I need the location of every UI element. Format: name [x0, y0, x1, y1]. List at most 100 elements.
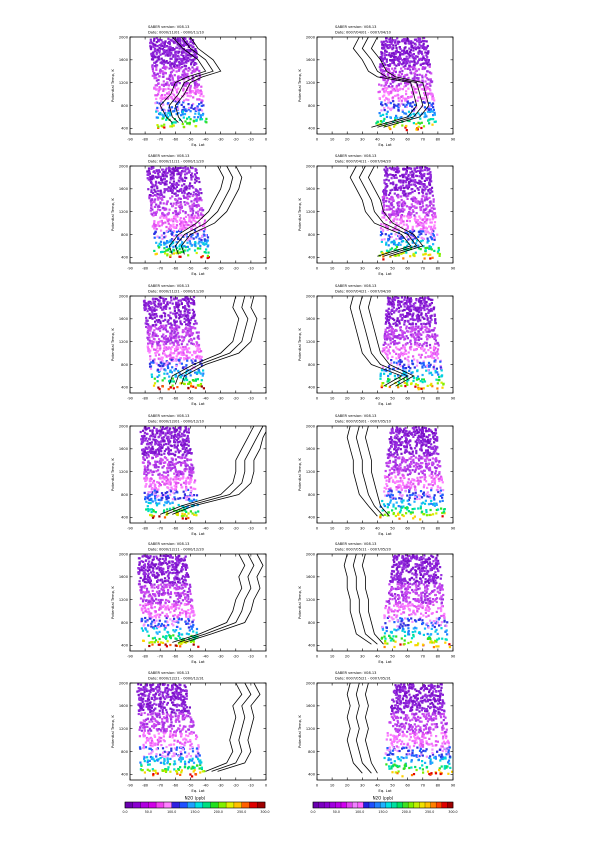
data-point — [178, 245, 181, 248]
data-point — [396, 304, 400, 307]
data-point — [184, 426, 187, 429]
x-tick-label: 0 — [265, 267, 268, 271]
data-point — [408, 207, 411, 210]
data-point — [419, 217, 422, 220]
data-point — [188, 308, 191, 311]
data-point — [412, 312, 415, 315]
data-point — [196, 213, 200, 216]
data-point — [391, 52, 394, 55]
y-tick-label: 1200 — [306, 81, 316, 85]
data-point — [413, 79, 416, 82]
data-point — [159, 177, 162, 180]
data-point — [419, 172, 423, 176]
data-point — [178, 57, 181, 60]
data-point — [165, 245, 168, 248]
data-point — [413, 103, 417, 106]
data-point — [401, 309, 404, 312]
data-point — [400, 195, 403, 198]
data-point — [156, 460, 159, 463]
data-point — [381, 232, 384, 235]
data-point — [418, 215, 421, 218]
data-point — [156, 368, 159, 371]
data-point — [383, 238, 386, 241]
data-point — [157, 208, 160, 211]
data-point — [152, 166, 155, 169]
data-point — [195, 331, 198, 334]
data-point — [189, 110, 192, 113]
data-point — [420, 327, 423, 330]
data-point — [172, 312, 175, 315]
data-point — [170, 327, 173, 330]
data-point — [395, 194, 399, 197]
data-point — [157, 198, 160, 201]
data-point — [152, 42, 155, 45]
data-point — [411, 228, 414, 231]
chart-panel-6: 0 10 20 30 40 50 60 70 80 90400800120016002000SAB… — [297, 284, 456, 406]
data-point — [418, 73, 421, 76]
data-point — [393, 55, 396, 58]
data-point — [415, 377, 419, 380]
data-point — [429, 336, 432, 339]
data-point — [389, 46, 392, 49]
data-point — [154, 43, 157, 46]
data-point — [423, 189, 426, 192]
data-point — [428, 232, 431, 235]
data-point — [427, 108, 431, 111]
data-point — [427, 78, 430, 81]
data-point — [166, 81, 169, 84]
data-point — [178, 326, 181, 329]
data-point — [146, 336, 149, 339]
data-point — [389, 92, 392, 95]
data-point — [166, 82, 169, 85]
data-point — [184, 64, 188, 68]
data-point — [437, 373, 440, 376]
data-point — [153, 188, 156, 191]
data-point — [413, 366, 416, 369]
data-point — [430, 314, 433, 317]
data-point — [182, 298, 185, 301]
data-point — [195, 190, 198, 193]
data-point — [407, 306, 410, 309]
data-point — [420, 312, 423, 315]
data-point — [421, 202, 424, 205]
chart-panel-4: 0 10 20 30 40 50 60 70 80 90400800120016002000SAB… — [297, 154, 456, 276]
data-point — [427, 311, 430, 314]
data-point — [193, 366, 196, 369]
data-point — [181, 122, 184, 126]
data-point — [163, 315, 167, 318]
data-point — [179, 42, 182, 45]
data-point — [173, 80, 176, 83]
data-point — [399, 185, 402, 188]
data-point — [422, 387, 425, 390]
data-point — [429, 310, 432, 313]
data-point — [199, 94, 202, 97]
data-point — [147, 472, 150, 475]
data-point — [185, 185, 188, 188]
data-point — [180, 315, 183, 318]
data-point — [159, 369, 162, 372]
data-point — [185, 331, 188, 334]
data-point — [390, 359, 393, 362]
data-point — [197, 109, 201, 112]
data-point — [148, 197, 151, 200]
x-tick-label: -90 — [127, 397, 134, 401]
data-point — [180, 60, 183, 63]
data-point — [393, 228, 396, 231]
data-point — [381, 350, 384, 353]
data-point — [158, 364, 162, 368]
data-point — [181, 241, 184, 244]
data-point — [394, 116, 397, 119]
data-point — [406, 187, 410, 190]
data-point — [192, 102, 195, 106]
data-point — [162, 80, 165, 83]
data-point — [187, 297, 190, 300]
data-point — [200, 91, 203, 94]
data-point — [166, 97, 169, 100]
data-point — [176, 215, 179, 218]
data-point — [428, 204, 431, 207]
x-tick-label: 90 — [451, 138, 456, 142]
data-point — [151, 56, 155, 59]
data-point — [163, 171, 166, 174]
data-point — [396, 342, 399, 345]
data-point — [413, 196, 416, 199]
